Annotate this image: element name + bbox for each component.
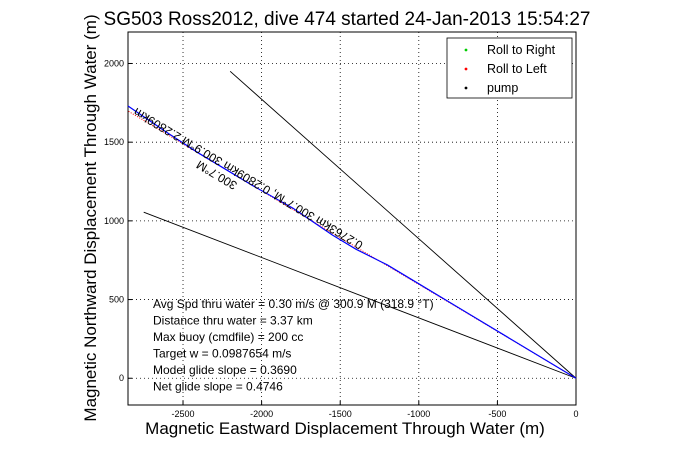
legend-marker [464,86,468,90]
legend-label: Roll to Right [487,43,556,57]
y-tick-label: 1500 [104,137,124,147]
legend-label: Roll to Left [487,62,547,76]
tick-labels: -2500 -2000 -1500 -1000 -500 0 0 500 1000 1500 200… [104,58,579,419]
x-tick-label: -1000 [407,409,430,419]
x-tick-label: -2500 [172,409,195,419]
track-labels: 300.7°M0.2763km 300.7°M, 0.2809km 300.9°… [131,105,365,252]
x-tick-label: -500 [488,409,506,419]
reference-line [229,71,577,379]
reference-line [143,211,577,379]
legend-label: pump [487,81,518,95]
y-axis-label: Magnetic Northward Displacement Through … [81,14,100,421]
annotation-line: Avg Spd thru water = 0.30 m/s @ 300.9 M … [153,297,434,311]
chart-title: SG503 Ross2012, dive 474 started 24-Jan-… [104,9,591,30]
legend-marker [464,48,468,52]
x-tick-label: -2000 [250,409,273,419]
roll-left-line [127,110,577,379]
legend-box [446,37,573,99]
annotation-line: Target w = 0.0987654 m/s [153,347,291,361]
y-tick-label: 0 [119,373,124,383]
x-tick-label: 0 [573,409,578,419]
plot-area [127,31,577,406]
legend-marker [464,67,468,71]
annotations: Avg Spd thru water = 0.30 m/s @ 300.9 M … [153,297,434,394]
grid [128,32,576,405]
track-label: 0.2763km 300.7°M, 0.2809km 300.9°M 2.280… [131,105,365,252]
x-tick-label: -1500 [329,409,352,419]
y-tick-label: 500 [109,295,124,305]
annotation-line: Model glide slope = 0.3690 [153,363,297,377]
y-tick-label: 1000 [104,216,124,226]
x-axis-label: Magnetic Eastward Displacement Through W… [145,419,545,438]
annotation-line: Distance thru water = 3.37 km [153,314,313,328]
series [127,105,577,379]
annotation-line: Net glide slope = 0.4746 [153,380,283,394]
dive-track-line [127,105,577,379]
legend: Roll to Right Roll to Left pump [446,37,573,99]
reference-lines [143,71,577,379]
annotation-line: Max buoy (cmdfile) = 200 cc [153,330,303,344]
y-tick-label: 2000 [104,58,124,68]
